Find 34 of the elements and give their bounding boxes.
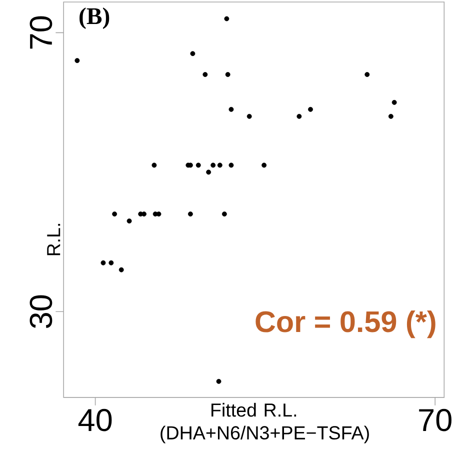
point [262, 162, 267, 168]
point [216, 378, 222, 384]
point [364, 72, 370, 77]
point [196, 162, 201, 168]
point [152, 162, 157, 168]
point [246, 114, 252, 119]
point [188, 211, 193, 216]
point [108, 260, 114, 266]
point [126, 218, 132, 224]
point [388, 114, 394, 119]
point [190, 51, 196, 56]
point [210, 162, 216, 168]
point [224, 16, 230, 22]
point [222, 211, 227, 216]
point [74, 58, 80, 63]
y-axis-title: R.L. [47, 224, 60, 256]
point [228, 162, 234, 168]
point [118, 267, 124, 272]
annotation: Cor = 0.59 (*) [256, 310, 436, 338]
point [392, 100, 397, 105]
y-tick-label: 30 [30, 295, 52, 328]
x-tick-label: 40 [78, 408, 112, 432]
point [142, 211, 146, 216]
point [100, 260, 106, 266]
point [296, 114, 302, 119]
point [217, 162, 222, 168]
point [206, 170, 212, 175]
point [225, 72, 230, 77]
point [308, 106, 313, 112]
annotation: (B) [80, 7, 110, 29]
point [202, 72, 208, 77]
point [112, 211, 118, 216]
point [228, 106, 234, 112]
x-axis-title: Fitted R.L. (DHA+N6/N3+PE−TSFA) [160, 402, 369, 444]
